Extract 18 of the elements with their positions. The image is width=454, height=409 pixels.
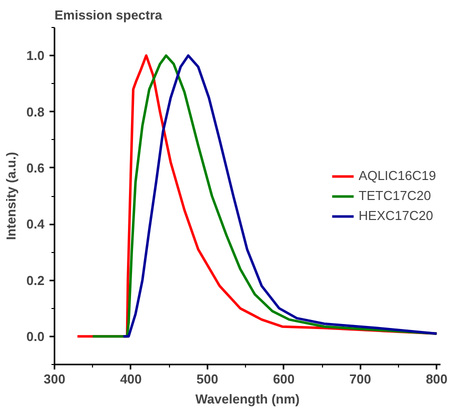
x-tick-label: 500: [196, 372, 218, 386]
x-tick-label: 400: [120, 372, 142, 386]
x-tick-label: 800: [426, 372, 448, 386]
x-tick-label: 600: [272, 372, 295, 386]
y-tick-label: 0.2: [26, 272, 45, 288]
chart-title: Emission spectra: [54, 8, 163, 22]
y-tick-label: 1.0: [26, 48, 45, 64]
y-tick-label: 0.8: [26, 104, 45, 120]
y-tick-label: 0.4: [26, 216, 46, 232]
x-tick-label: 700: [349, 372, 372, 386]
legend-label: HEXC17C20: [358, 208, 434, 223]
x-tick-label: 300: [44, 372, 66, 386]
legend-label: AQLIC16C19: [358, 168, 436, 183]
y-tick-label: 0.6: [26, 160, 45, 176]
x-axis-title: Wavelength (nm): [195, 392, 300, 406]
y-axis-title: Intensity (a.u.): [3, 152, 18, 240]
legend-label: TETC17C20: [358, 188, 431, 203]
y-tick-label: 0.0: [26, 328, 45, 344]
